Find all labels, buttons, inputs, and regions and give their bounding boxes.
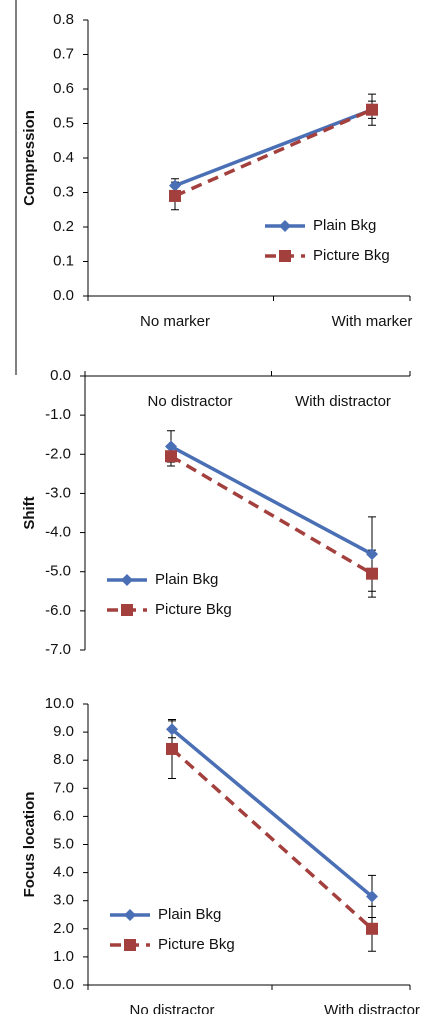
y-tick-label: 4.0 xyxy=(53,864,74,881)
data-point xyxy=(366,548,378,561)
y-tick-label: 10.0 xyxy=(45,695,74,712)
y-axis-label: Shift xyxy=(21,496,38,529)
y-tick-label: 0.2 xyxy=(53,218,74,235)
y-tick-label: -4.0 xyxy=(45,524,71,541)
legend-label: Picture Bkg xyxy=(158,936,235,953)
data-point xyxy=(366,890,378,903)
series-line xyxy=(170,454,373,576)
data-point xyxy=(165,440,177,453)
y-tick-label: 0.0 xyxy=(50,367,71,384)
x-tick-label: No distractor xyxy=(147,393,232,410)
y-tick-label: 6.0 xyxy=(53,807,74,824)
y-tick-label: 3.0 xyxy=(53,892,74,909)
series-line xyxy=(170,444,373,556)
y-tick-label: 0.0 xyxy=(53,976,74,993)
y-tick-label: 8.0 xyxy=(53,751,74,768)
y-tick-label: 0.5 xyxy=(53,114,74,131)
y-tick-label: 7.0 xyxy=(53,779,74,796)
legend-marker xyxy=(124,909,136,921)
y-tick-label: 0.7 xyxy=(53,45,74,62)
legend-label: Plain Bkg xyxy=(158,906,221,923)
legend-marker xyxy=(124,939,136,951)
legend-label: Plain Bkg xyxy=(155,571,218,588)
series-line xyxy=(170,747,374,931)
y-tick-label: -6.0 xyxy=(45,602,71,619)
legend-label: Picture Bkg xyxy=(313,247,390,264)
y-tick-label: -7.0 xyxy=(45,641,71,658)
data-point xyxy=(166,723,178,736)
y-tick-label: 9.0 xyxy=(53,723,74,740)
y-tick-label: 0.1 xyxy=(53,252,74,269)
x-tick-label: No marker xyxy=(140,313,210,330)
y-tick-label: 0.8 xyxy=(53,11,74,28)
data-point xyxy=(366,922,378,935)
data-point xyxy=(366,567,378,580)
y-tick-label: 0.3 xyxy=(53,183,74,200)
y-tick-label: -5.0 xyxy=(45,563,71,580)
series-line xyxy=(174,108,373,188)
y-tick-label: 1.0 xyxy=(53,948,74,965)
y-tick-label: 5.0 xyxy=(53,835,74,852)
y-tick-label: -3.0 xyxy=(45,484,71,501)
legend-label: Plain Bkg xyxy=(313,217,376,234)
x-tick-label: No distractor xyxy=(129,1002,214,1014)
x-tick-label: With marker xyxy=(332,313,413,330)
data-point xyxy=(169,189,181,202)
y-tick-label: 0.0 xyxy=(53,287,74,304)
y-axis-label: Compression xyxy=(21,110,38,206)
y-tick-label: -1.0 xyxy=(45,406,71,423)
data-point xyxy=(165,450,177,463)
x-tick-label: With distractor xyxy=(295,393,391,410)
legend-marker xyxy=(279,220,291,232)
y-tick-label: -2.0 xyxy=(45,445,71,462)
y-tick-label: 0.4 xyxy=(53,149,74,166)
y-axis-label: Focus location xyxy=(21,792,38,898)
x-tick-label: With distractor xyxy=(324,1002,420,1014)
data-point xyxy=(169,179,181,192)
y-tick-label: 2.0 xyxy=(53,920,74,937)
legend-marker xyxy=(121,604,133,616)
legend-label: Picture Bkg xyxy=(155,601,232,618)
legend-marker xyxy=(279,250,291,262)
data-point xyxy=(166,742,178,755)
series-line xyxy=(174,108,373,198)
series-line xyxy=(170,727,374,898)
data-point xyxy=(366,103,378,116)
y-tick-label: 0.6 xyxy=(53,80,74,97)
legend-marker xyxy=(121,574,133,586)
